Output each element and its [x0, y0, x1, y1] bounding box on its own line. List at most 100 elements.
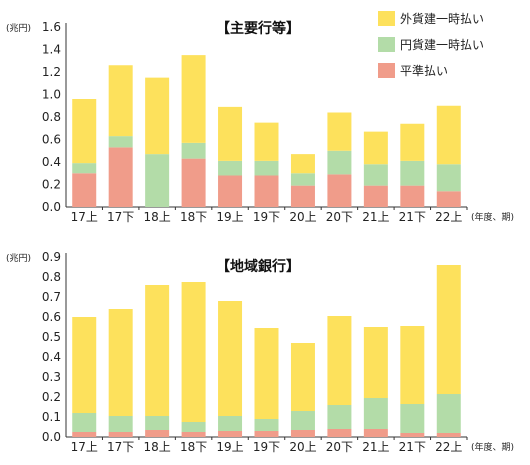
x-tick-label: 19上	[216, 210, 243, 224]
x-tick-label: 17下	[107, 440, 134, 454]
y-tick-label: 0.8	[42, 270, 61, 284]
bar-segment	[181, 432, 206, 437]
y-tick-label: 0.9	[42, 250, 61, 264]
bar-segment	[436, 191, 461, 207]
bar-segment	[436, 265, 461, 394]
legend-label: 円貨建一時払い	[400, 37, 484, 52]
bar-segment	[108, 309, 133, 416]
x-tick-label: 21上	[362, 440, 389, 454]
bar-segment	[436, 394, 461, 433]
bar-segment	[108, 65, 133, 137]
bar-segment	[181, 422, 206, 432]
bar-segment	[363, 327, 388, 398]
x-tick-label: 18下	[180, 210, 207, 224]
bar-segment	[254, 431, 279, 437]
bar-segment	[363, 164, 388, 186]
bar-segment	[108, 416, 133, 432]
bar-segment	[290, 185, 315, 207]
y-tick-label: 0.6	[42, 133, 61, 147]
bar-segment	[72, 99, 97, 164]
x-tick-label: 22上	[435, 440, 462, 454]
bar-segment	[254, 160, 279, 176]
bar-segment	[290, 411, 315, 430]
legend-swatch	[378, 63, 395, 78]
bar-segment	[254, 175, 279, 207]
bar-segment	[400, 185, 425, 207]
bar-segment	[400, 433, 425, 437]
bar-segment	[400, 404, 425, 433]
bar-segment	[327, 174, 352, 207]
x-tick-label: 18下	[180, 440, 207, 454]
y-tick-label: 0.2	[42, 178, 61, 192]
x-tick-label: 18上	[143, 440, 170, 454]
legend-swatch	[378, 11, 395, 26]
bar-segment	[436, 164, 461, 192]
y-tick-label: 1.6	[42, 20, 61, 34]
bar-segment	[145, 77, 170, 155]
bar-segment	[218, 301, 243, 416]
bar-segment	[327, 150, 352, 175]
bar-segment	[218, 106, 243, 161]
bar-segment	[108, 432, 133, 437]
bar-segment	[181, 282, 206, 422]
x-unit-label: (年度、期)	[471, 441, 514, 453]
x-tick-label: 21下	[399, 210, 426, 224]
bar-segment	[218, 431, 243, 437]
x-tick-label: 20下	[326, 210, 353, 224]
legend-swatch	[378, 37, 395, 52]
bar-segment	[290, 173, 315, 186]
y-tick-label: 0.0	[42, 200, 61, 214]
bar-segment	[363, 398, 388, 429]
unit-label: (兆円)	[6, 253, 31, 264]
x-tick-label: 19下	[253, 440, 280, 454]
bar-segment	[72, 413, 97, 432]
bar-segment	[327, 112, 352, 151]
x-tick-label: 17上	[71, 440, 98, 454]
unit-label: (兆円)	[6, 23, 31, 34]
bar-segment	[218, 160, 243, 176]
x-tick-label: 20上	[289, 210, 316, 224]
chart-title: 【主要行等】	[216, 20, 300, 37]
y-tick-label: 0.5	[42, 330, 61, 344]
x-tick-label: 19下	[253, 210, 280, 224]
bar-segment	[436, 433, 461, 437]
x-tick-label: 17下	[107, 210, 134, 224]
bar-segment	[145, 430, 170, 437]
bar-segment	[400, 160, 425, 186]
y-tick-label: 0.6	[42, 310, 61, 324]
bar-segment	[181, 55, 206, 143]
chart-regional-banks: 0.0 0.1 0.2 0.3 0.4 0.5 0.6 0.7 0.8 0.9 (兆円) 【地域銀行】…	[6, 250, 514, 454]
x-tick-label: 20上	[289, 440, 316, 454]
y-tick-label: 1.4	[42, 43, 61, 57]
bar-segment	[327, 405, 352, 429]
x-tick-label: 17上	[71, 210, 98, 224]
bar-segment	[72, 317, 97, 413]
y-tick-label: 0.0	[42, 430, 61, 444]
y-tick-label: 0.7	[42, 290, 61, 304]
bar-segment	[363, 429, 388, 437]
bar-segment	[108, 147, 133, 207]
bar-segment	[290, 343, 315, 411]
bar-segment	[363, 185, 388, 207]
bar-segment	[400, 123, 425, 161]
y-tick-label: 0.3	[42, 370, 61, 384]
y-tick-label: 0.2	[42, 390, 61, 404]
bar-segment	[72, 432, 97, 437]
bar-segment	[254, 328, 279, 419]
bar-segment	[327, 429, 352, 437]
y-tick-label: 1.0	[42, 88, 61, 102]
chart-major-banks: 0.0 0.2 0.4 0.6 0.8 1.0 1.2 1.4 1.6 (兆円) 【主要行等】 17上…	[6, 11, 514, 224]
bar-segment	[400, 326, 425, 404]
bar-segment	[181, 158, 206, 207]
bar-segment	[145, 416, 170, 430]
y-tick-label: 0.1	[42, 410, 61, 424]
bar-segment	[254, 122, 279, 161]
bar-segment	[363, 131, 388, 165]
legend-label: 外貨建一時払い	[400, 11, 484, 26]
y-tick-label: 0.4	[42, 155, 61, 169]
y-tick-label: 0.4	[42, 350, 61, 364]
bar-segment	[436, 105, 461, 165]
x-tick-label: 18上	[143, 210, 170, 224]
bar-segment	[145, 154, 170, 207]
